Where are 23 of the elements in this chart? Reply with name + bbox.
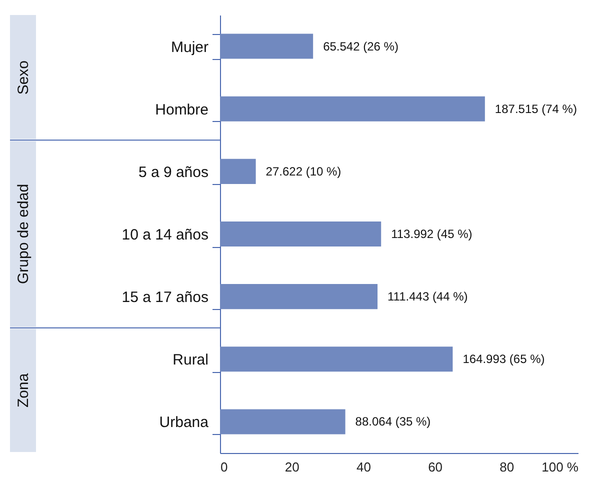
data-label: 27.622 (10 %) bbox=[266, 164, 342, 178]
x-tick-label: 0 bbox=[220, 460, 228, 474]
y-tick-label: Rural bbox=[172, 352, 208, 369]
x-tick-label: 100 % bbox=[542, 460, 579, 474]
data-label: 88.064 (35 %) bbox=[355, 414, 431, 429]
data-label: 187.515 (74 %) bbox=[494, 102, 577, 116]
data-label: 65.542 (26 %) bbox=[323, 39, 398, 54]
y-tick-label: 10 a 14 años bbox=[122, 226, 208, 244]
y-tick-label: 15 a 17 años bbox=[122, 289, 208, 306]
text: Zona bbox=[15, 372, 32, 408]
data-label: 164.993 (65 %) bbox=[462, 352, 545, 366]
y-tick-label: Urbana bbox=[159, 414, 210, 432]
y-tick-label: 5 a 9 años bbox=[138, 164, 208, 181]
x-tick-label: 40 bbox=[356, 460, 371, 474]
y-tick-label: Mujer bbox=[170, 38, 208, 56]
text: Grupo de edad bbox=[15, 184, 32, 284]
x-tick-label: 80 bbox=[500, 460, 514, 474]
data-label: 113.992 (45 %) bbox=[391, 227, 472, 241]
data-label: 111.443 (44 %) bbox=[388, 290, 468, 304]
x-tick-label: 60 bbox=[428, 460, 443, 474]
text: Sexo bbox=[15, 60, 32, 95]
x-tick-label: 20 bbox=[284, 460, 300, 474]
y-tick-label: Hombre bbox=[155, 101, 208, 118]
